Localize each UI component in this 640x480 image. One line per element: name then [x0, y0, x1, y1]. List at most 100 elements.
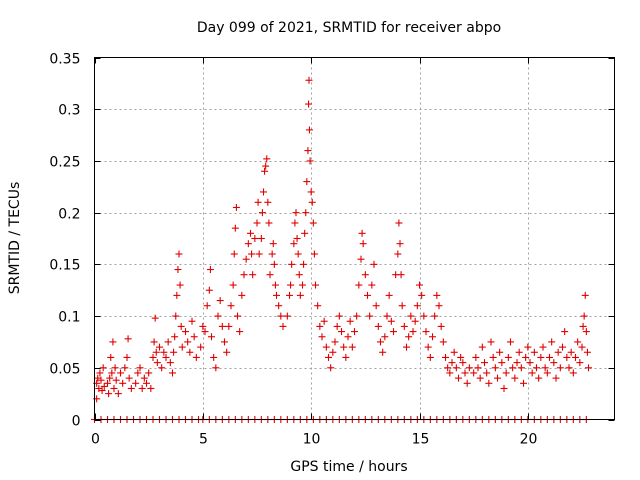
data-point — [370, 260, 378, 268]
data-point — [227, 302, 235, 310]
data-point — [310, 250, 318, 258]
data-point — [291, 219, 299, 227]
data-point — [333, 322, 341, 330]
data-point — [277, 312, 285, 320]
data-point — [465, 364, 473, 372]
data-point — [147, 384, 155, 392]
data-point — [307, 188, 315, 196]
data-point — [153, 359, 161, 367]
data-point — [559, 343, 566, 351]
data-point — [182, 328, 189, 336]
data-point — [543, 369, 551, 377]
data-point — [125, 374, 133, 382]
data-point — [487, 338, 495, 346]
data-point — [173, 291, 181, 299]
data-point — [117, 369, 124, 377]
data-point — [537, 353, 545, 361]
data-point — [511, 374, 519, 382]
data-point — [143, 379, 150, 387]
data-point — [442, 353, 449, 361]
data-point — [114, 390, 122, 398]
data-point — [140, 374, 148, 382]
data-point — [431, 312, 439, 320]
data-point — [188, 317, 196, 325]
data-point — [361, 271, 369, 279]
data-point — [422, 328, 430, 336]
data-point — [156, 343, 163, 351]
data-point — [554, 348, 562, 356]
data-point — [201, 328, 209, 336]
y-tick-label: 0.1 — [58, 310, 80, 326]
chart-title: Day 099 of 2021, SRMTID for receiver abp… — [197, 20, 501, 36]
x-tick-label: 0 — [91, 432, 100, 448]
data-point — [358, 229, 366, 237]
data-point — [160, 348, 168, 356]
data-point — [124, 335, 132, 343]
data-point — [210, 353, 218, 361]
data-point — [338, 328, 345, 336]
data-point — [574, 338, 582, 346]
data-point — [176, 281, 184, 289]
data-point — [344, 333, 352, 341]
x-axis-label: GPS time / hours — [290, 459, 407, 475]
data-point — [312, 281, 319, 289]
data-point — [400, 322, 408, 330]
data-point — [288, 260, 296, 268]
data-point — [98, 387, 106, 395]
data-point — [563, 353, 571, 361]
data-point — [385, 291, 393, 299]
data-point — [221, 338, 228, 346]
data-point — [197, 343, 205, 351]
data-point — [541, 364, 549, 372]
data-point — [223, 348, 231, 356]
data-point — [229, 281, 237, 289]
data-point — [448, 359, 456, 367]
x-tick-label: 10 — [303, 432, 321, 448]
data-point — [483, 369, 491, 377]
data-point — [579, 322, 587, 330]
y-tick-label: 0.3 — [58, 103, 80, 119]
data-point — [136, 364, 144, 372]
data-point — [269, 240, 277, 248]
data-point — [407, 312, 415, 320]
data-point — [304, 147, 312, 155]
data-point — [308, 198, 316, 206]
data-point — [528, 369, 536, 377]
data-point — [240, 271, 248, 279]
data-point — [260, 188, 267, 196]
data-point — [504, 353, 512, 361]
data-point — [175, 250, 183, 258]
data-point — [357, 255, 365, 263]
data-point — [234, 312, 241, 320]
y-tick-label: 0.05 — [49, 362, 80, 378]
y-tick-label: 0.15 — [49, 258, 80, 274]
data-point — [397, 271, 405, 279]
data-point — [379, 348, 387, 356]
data-point — [377, 338, 384, 346]
data-point — [108, 369, 116, 377]
data-point — [355, 281, 363, 289]
data-point — [296, 291, 304, 299]
data-point — [244, 240, 252, 248]
data-point — [106, 374, 114, 382]
data-point — [171, 333, 179, 341]
data-point — [318, 333, 326, 341]
data-point — [500, 384, 508, 392]
data-point — [169, 369, 176, 377]
data-point — [218, 322, 226, 330]
data-point — [420, 312, 428, 320]
y-tick-label: 0 — [72, 414, 81, 430]
data-point — [316, 322, 324, 330]
data-point — [172, 312, 180, 320]
data-point — [502, 369, 510, 377]
data-point — [322, 343, 330, 351]
data-point — [149, 353, 157, 361]
data-point — [539, 343, 547, 351]
data-point — [435, 302, 443, 310]
data-point — [346, 317, 354, 325]
data-point — [205, 286, 213, 294]
data-point — [413, 302, 421, 310]
data-point — [353, 312, 361, 320]
data-point — [283, 312, 291, 320]
data-point — [305, 100, 313, 108]
